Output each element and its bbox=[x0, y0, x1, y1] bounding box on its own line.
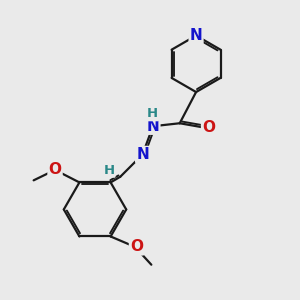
Text: H: H bbox=[147, 107, 158, 120]
Text: O: O bbox=[49, 162, 62, 177]
Text: H: H bbox=[103, 164, 115, 177]
Text: N: N bbox=[147, 119, 159, 134]
Text: O: O bbox=[130, 239, 143, 254]
Text: O: O bbox=[202, 120, 215, 135]
Text: N: N bbox=[136, 147, 149, 162]
Text: N: N bbox=[190, 28, 202, 43]
